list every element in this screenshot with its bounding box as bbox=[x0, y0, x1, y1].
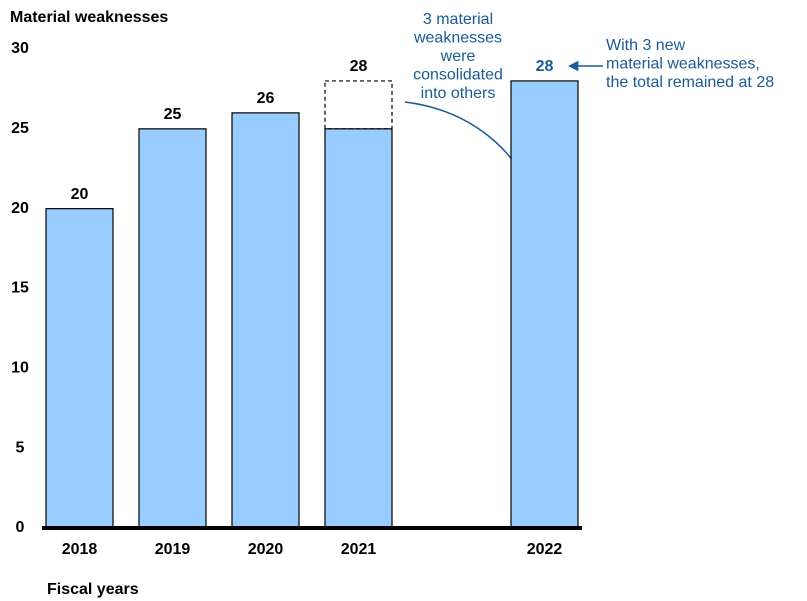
y-tick-label: 30 bbox=[11, 40, 29, 57]
data-label: 25 bbox=[164, 106, 182, 123]
chart-title: Material weaknesses bbox=[10, 9, 168, 26]
x-tick-label: 2019 bbox=[155, 541, 191, 558]
y-tick-label: 5 bbox=[16, 439, 25, 456]
y-tick-label: 15 bbox=[11, 280, 29, 297]
annotation: consolidated bbox=[413, 67, 503, 84]
data-label: 20 bbox=[71, 186, 89, 203]
annotation: material weaknesses, bbox=[606, 56, 760, 73]
annotation: into others bbox=[421, 85, 496, 102]
bar bbox=[138, 128, 207, 529]
bar bbox=[324, 128, 393, 529]
annotation: the total remained at 28 bbox=[606, 74, 774, 91]
dashed-segment bbox=[324, 80, 393, 130]
annotation: weaknesses bbox=[413, 30, 502, 47]
annotation: were bbox=[440, 48, 476, 65]
y-tick-label: 10 bbox=[11, 360, 29, 377]
y-tick-label: 0 bbox=[16, 519, 25, 536]
annotation: 3 material bbox=[423, 11, 493, 28]
x-tick-label: 2018 bbox=[62, 541, 98, 558]
bar bbox=[231, 112, 300, 529]
y-tick-label: 25 bbox=[11, 120, 29, 137]
data-label: 28 bbox=[536, 58, 554, 75]
annotation: With 3 new bbox=[606, 37, 686, 54]
x-tick-label: 2021 bbox=[341, 541, 377, 558]
bar bbox=[45, 208, 114, 529]
data-label: 26 bbox=[257, 90, 275, 107]
x-tick-label: 2020 bbox=[248, 541, 284, 558]
bar bbox=[510, 80, 579, 529]
x-axis-label: Fiscal years bbox=[47, 581, 139, 598]
y-tick-label: 20 bbox=[11, 200, 29, 217]
x-tick-label: 2022 bbox=[527, 541, 563, 558]
data-label: 28 bbox=[350, 58, 368, 75]
